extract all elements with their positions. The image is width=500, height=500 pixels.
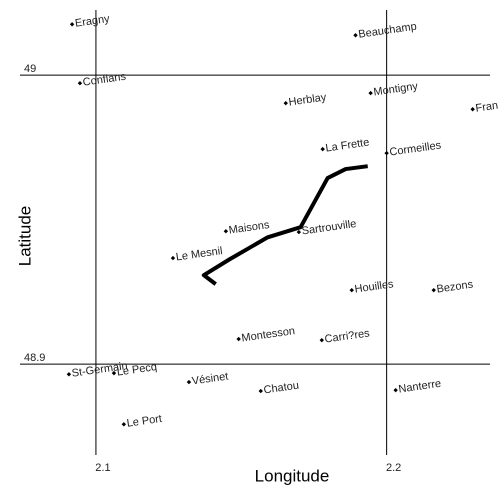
town-label: Cormeilles: [389, 139, 443, 158]
town-label: Conflans: [82, 71, 127, 89]
track-line: [201, 164, 368, 286]
town-point: [393, 387, 398, 393]
town-point: [170, 255, 176, 261]
town-point: [186, 379, 192, 385]
town-point: [283, 100, 288, 106]
town-label: Maisons: [228, 219, 271, 237]
town-label: Montesson: [241, 325, 296, 344]
town-label: Fran: [475, 100, 499, 115]
town-point: [258, 388, 263, 394]
town-label: Houilles: [354, 278, 395, 295]
town-label: Le Pecq: [116, 361, 158, 379]
town-point: [77, 81, 83, 86]
town-label: Eragny: [74, 13, 111, 30]
town-label: Sartrouville: [301, 218, 357, 238]
x-tick-label: 2.1: [95, 462, 110, 474]
x-axis-label: Longitude: [255, 466, 330, 485]
town-point: [384, 150, 389, 156]
town-label: Le Port: [126, 413, 163, 430]
town-point: [223, 229, 229, 234]
town-label: Herblay: [288, 91, 328, 108]
town-label: La Frette: [325, 137, 370, 155]
town-point: [236, 336, 241, 342]
y-axis-label: Latitude: [15, 206, 34, 267]
y-tick-label: 48.9: [24, 352, 45, 364]
town-label: Bezons: [436, 279, 474, 296]
town-point: [66, 372, 72, 377]
town-point: [69, 22, 75, 27]
y-tick-label: 49: [24, 63, 36, 75]
town-point: [470, 107, 475, 112]
town-point: [319, 337, 325, 343]
town-label: Montigny: [373, 80, 419, 98]
town-point: [431, 287, 436, 293]
town-point: [111, 370, 117, 376]
town-point: [349, 287, 354, 293]
town-point: [368, 90, 373, 96]
town-label: Chatou: [263, 380, 300, 397]
town-label: Nanterre: [398, 378, 442, 396]
x-tick-label: 2.2: [386, 462, 401, 474]
town-point: [121, 422, 127, 427]
town-point: [296, 229, 302, 235]
town-point: [353, 33, 358, 38]
town-label: Carri?res: [324, 327, 371, 345]
town-label: Beauchamp: [358, 21, 418, 41]
town-label: Le Mesnil: [175, 245, 223, 263]
town-label: Vésinet: [191, 371, 229, 388]
town-point: [320, 146, 325, 152]
